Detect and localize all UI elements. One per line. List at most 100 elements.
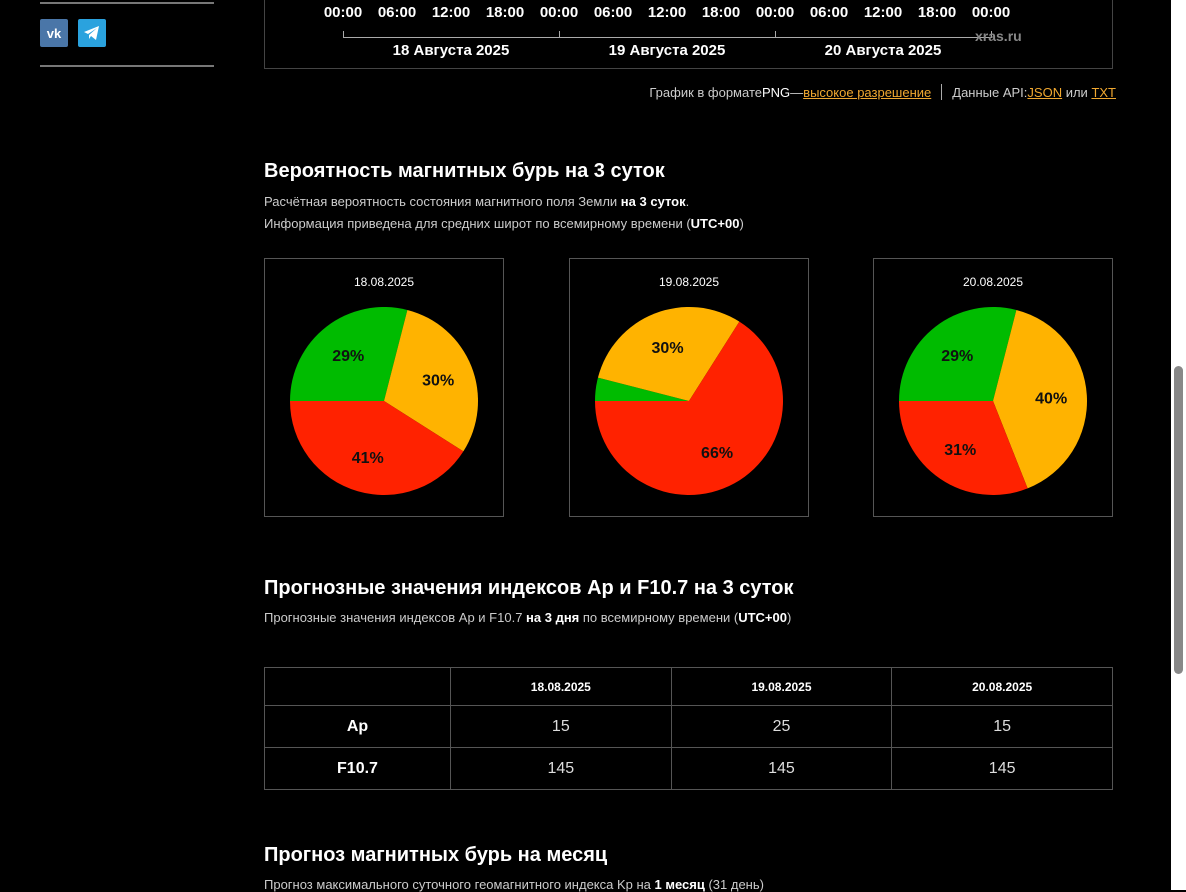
png-dash: — xyxy=(790,84,804,100)
time-tick-label: 18:00 xyxy=(917,4,957,21)
txt-link[interactable]: TXT xyxy=(1091,84,1116,100)
api-label: Данные API: xyxy=(952,84,1028,100)
day-tick xyxy=(991,31,992,38)
table-header: 20.08.2025 xyxy=(891,667,1113,706)
hires-link[interactable]: высокое разрешение xyxy=(803,84,932,100)
vk-button[interactable]: vk xyxy=(40,19,68,47)
day-tick xyxy=(775,31,776,38)
time-tick-label: 06:00 xyxy=(809,4,849,21)
time-tick-label: 12:00 xyxy=(647,4,687,21)
row-label: Ap xyxy=(264,705,451,748)
table-cell: 145 xyxy=(450,747,672,790)
index-desc-e: ) xyxy=(787,610,792,625)
pie-slice-label: 29% xyxy=(941,348,973,365)
index-desc-d: UTC+00 xyxy=(738,610,787,625)
table-cell: 145 xyxy=(670,747,893,790)
day-tick xyxy=(559,31,560,38)
day-tick xyxy=(343,31,344,38)
month-desc-b: 1 месяц xyxy=(654,877,705,892)
month-desc-a: Прогноз максимального суточного геомагни… xyxy=(264,877,655,892)
table-header-row: 18.08.2025 19.08.2025 20.08.2025 xyxy=(264,667,1113,706)
watermark: xras.ru xyxy=(975,28,1022,44)
pie-date: 18.08.2025 xyxy=(353,275,415,289)
time-tick-label: 06:00 xyxy=(593,4,633,21)
index-section-title: Прогнозные значения индексов Ap и F10.7 … xyxy=(264,577,794,599)
or-text: или xyxy=(1062,84,1092,100)
pie-slice-label: 66% xyxy=(701,445,733,462)
pie-card-3: 20.08.2025 29% 40% 31% xyxy=(873,258,1113,517)
storm-desc-2: Информация приведена для средних широт п… xyxy=(264,216,744,231)
index-desc-b: на 3 дня xyxy=(526,610,580,625)
axis-line xyxy=(343,37,991,38)
storm-desc-1: Расчётная вероятность состояния магнитно… xyxy=(264,194,689,209)
vk-icon: vk xyxy=(47,26,62,40)
download-line: График в формате PNG — высокое разрешени… xyxy=(649,84,1116,100)
table-row: F10.7 145 145 145 xyxy=(264,747,1113,790)
sidebar-divider-top xyxy=(40,2,214,4)
pie-card-1: 18.08.2025 29% 30% 41% xyxy=(264,258,504,517)
time-tick-label: 06:00 xyxy=(377,4,417,21)
pie-chart: 29% 40% 31% xyxy=(899,307,1087,495)
pie-card-2: 19.08.2025 30% 66% xyxy=(569,258,809,517)
table-row: Ap 15 25 15 xyxy=(264,705,1113,748)
table-cell: 15 xyxy=(450,705,672,748)
pie-slice-label: 29% xyxy=(332,348,364,365)
table-cell: 145 xyxy=(891,747,1113,790)
time-tick-label: 00:00 xyxy=(971,4,1011,21)
pie-slice xyxy=(899,401,1028,495)
time-tick-label: 00:00 xyxy=(755,4,795,21)
row-label: F10.7 xyxy=(264,747,451,790)
scrollbar-thumb[interactable] xyxy=(1174,366,1183,674)
table-header: 19.08.2025 xyxy=(670,667,893,706)
separator xyxy=(941,84,943,100)
month-desc: Прогноз максимального суточного геомагни… xyxy=(264,877,764,892)
pie-slice xyxy=(384,309,478,452)
pie-slice xyxy=(899,307,1017,401)
time-tick-label: 18:00 xyxy=(485,4,525,21)
pie-date: 19.08.2025 xyxy=(658,275,720,289)
telegram-icon xyxy=(84,26,99,40)
index-desc: Прогнозные значения индексов Ap и F10.7 … xyxy=(264,610,791,625)
pie-date: 20.08.2025 xyxy=(962,275,1024,289)
table-cell: 15 xyxy=(891,705,1113,748)
time-tick-label: 12:00 xyxy=(863,4,903,21)
pie-slice xyxy=(290,307,408,401)
table-corner xyxy=(264,667,451,706)
time-axis: 00:00 06:00 12:00 18:00 00:00 06:00 12:00 18:00… xyxy=(319,4,1010,59)
sidebar-divider-bottom xyxy=(40,65,214,67)
json-link[interactable]: JSON xyxy=(1027,84,1063,100)
storm-desc-1c: . xyxy=(685,194,690,209)
pie-slice xyxy=(595,321,783,495)
kp-chart-axis: 00:00 06:00 12:00 18:00 00:00 06:00 12:00 18:00… xyxy=(264,0,1113,69)
pie-slice-label: 41% xyxy=(352,450,384,467)
pie-slice xyxy=(290,401,464,495)
social-links: vk xyxy=(40,19,106,47)
index-desc-c: по всемирному времени ( xyxy=(579,610,739,625)
time-tick-label: 00:00 xyxy=(323,4,363,21)
day-label: 20 Августа 2025 xyxy=(824,42,942,59)
month-section-title: Прогноз магнитных бурь на месяц xyxy=(264,844,608,866)
storm-desc-1b: на 3 суток xyxy=(620,194,686,209)
pie-chart: 29% 30% 41% xyxy=(290,307,478,495)
svg-text:vk: vk xyxy=(47,26,62,40)
time-tick-label: 12:00 xyxy=(431,4,471,21)
telegram-button[interactable] xyxy=(78,19,106,47)
png-prefix: График в формате xyxy=(649,84,762,100)
pie-slice-label: 30% xyxy=(422,373,454,390)
storm-desc-2a: Информация приведена для средних широт п… xyxy=(264,216,691,231)
time-tick-label: 00:00 xyxy=(539,4,579,21)
index-desc-a: Прогнозные значения индексов Ap и F10.7 xyxy=(264,610,527,625)
pie-slice xyxy=(595,377,689,401)
pie-slice-label: 40% xyxy=(1035,390,1067,407)
index-table: 18.08.2025 19.08.2025 20.08.2025 Ap 15 2… xyxy=(264,667,1113,790)
day-label: 19 Августа 2025 xyxy=(608,42,726,59)
time-tick-label: 18:00 xyxy=(701,4,741,21)
pie-slice xyxy=(993,309,1087,489)
storm-desc-2b: UTC+00 xyxy=(690,216,740,231)
png-format: PNG xyxy=(761,84,791,100)
storm-desc-2c: ) xyxy=(739,216,744,231)
table-cell: 25 xyxy=(670,705,893,748)
pie-slice-label: 30% xyxy=(652,340,684,357)
storm-desc-1a: Расчётная вероятность состояния магнитно… xyxy=(264,194,621,209)
storm-section-title: Вероятность магнитных бурь на 3 суток xyxy=(264,160,665,182)
